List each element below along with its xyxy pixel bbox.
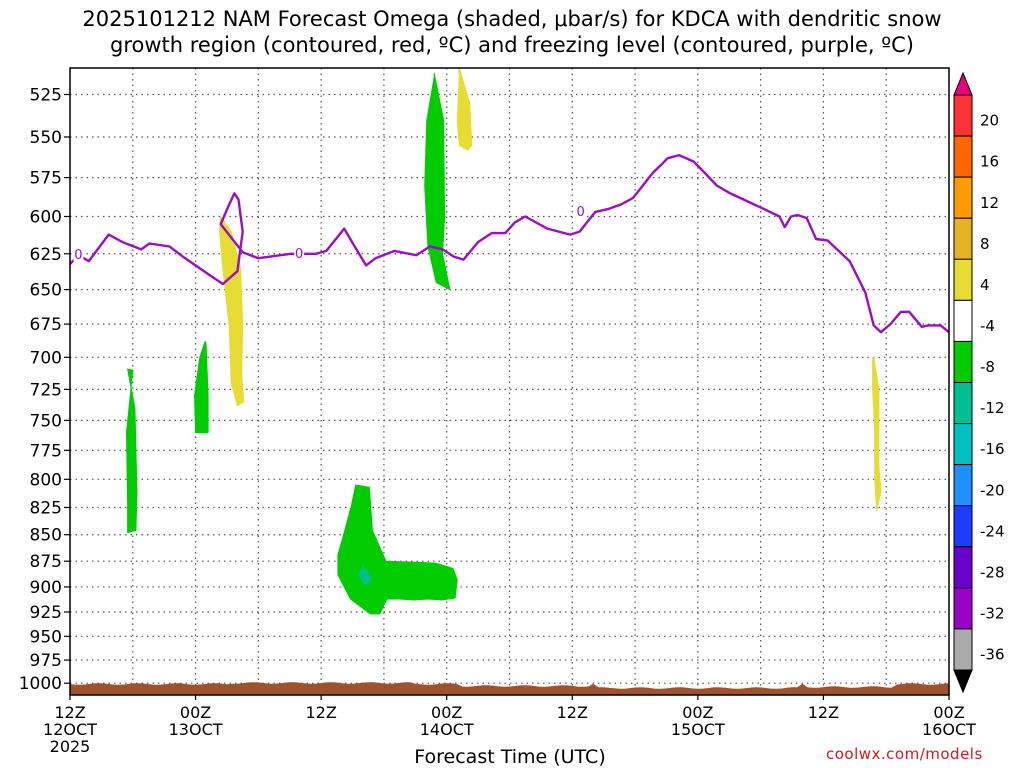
colorbar-label-2: 12 (980, 194, 999, 212)
y-tick-label-900: 900 (30, 578, 62, 598)
colorbar-label-0: 20 (980, 112, 999, 130)
x-tick-label-24-0: 12Z (305, 703, 336, 722)
colorbar-label-4: 4 (980, 276, 990, 294)
y-tick-label-675: 675 (30, 315, 62, 335)
colorbar-swatch-3 (953, 217, 973, 260)
freezing-label-bg-0 (73, 247, 84, 262)
chart-title: 2025101212 NAM Forecast Omega (shaded, μ… (0, 6, 1024, 58)
y-tick-label-775: 775 (30, 441, 62, 461)
colorbar-swatch-12 (953, 587, 973, 630)
plot-frame (69, 67, 950, 696)
x-tick-label-0-2: 2025 (50, 737, 91, 756)
colorbar-label-5: -4 (980, 317, 995, 335)
colorbar-swatch-9 (953, 464, 973, 507)
omega-region-4 (358, 565, 372, 586)
colorbar-label-1: 16 (980, 153, 999, 171)
x-tick-label-12-1: 13OCT (169, 720, 223, 739)
freezing-level-line (70, 153, 949, 334)
x-tick-label-48-0: 12Z (557, 703, 588, 722)
x-tick-label-84-1: 16OCT (922, 720, 976, 739)
freezing-label-bg-2 (575, 203, 586, 218)
y-tick-label-625: 625 (30, 245, 62, 265)
title-line-2: growth region (contoured, red, ºC) and f… (110, 33, 914, 57)
colorbar-swatch-11 (953, 546, 973, 589)
y-tick-label-925: 925 (30, 603, 62, 623)
colorbar-label-13: -36 (980, 646, 1005, 664)
x-tick-label-36-0: 00Z (431, 703, 462, 722)
x-tick-label-84-0: 00Z (933, 703, 964, 722)
credit-text: coolwx.com/models (826, 745, 983, 763)
y-tick-label-975: 975 (30, 651, 62, 671)
colorbar-swatch-10 (953, 505, 973, 548)
colorbar-label-8: -16 (980, 440, 1005, 458)
colorbar-swatch-8 (953, 423, 973, 466)
omega-region-0 (126, 368, 138, 534)
colorbar-label-10: -24 (980, 522, 1005, 540)
freezing-label-bg-1 (294, 245, 305, 260)
y-tick-label-750: 750 (30, 411, 62, 431)
y-tick-label-725: 725 (30, 380, 62, 400)
x-tick-label-36-1: 14OCT (420, 720, 474, 739)
surface-terrain (70, 682, 949, 695)
omega-region-7 (872, 356, 882, 512)
x-tick-label-12-0: 00Z (180, 703, 211, 722)
colorbar-swatch-2 (953, 176, 973, 219)
colorbar-top-arrow (953, 71, 973, 96)
colorbar-swatch-13 (953, 628, 973, 671)
title-line-1: 2025101212 NAM Forecast Omega (shaded, μ… (82, 7, 942, 31)
omega-region-6 (456, 68, 473, 151)
colorbar-swatch-6 (953, 340, 973, 383)
colorbar-swatch-4 (953, 258, 973, 301)
y-tick-label-800: 800 (30, 470, 62, 490)
colorbar-swatch-7 (953, 382, 973, 425)
colorbar-swatch-0 (953, 94, 973, 137)
y-tick-label-575: 575 (30, 169, 62, 189)
omega-region-1 (194, 341, 209, 433)
x-axis-label: Forecast Time (UTC) (414, 746, 606, 768)
colorbar-swatch-5 (953, 299, 973, 342)
x-tick-label-0-0: 12Z (54, 703, 85, 722)
colorbar-label-6: -8 (980, 358, 995, 376)
y-tick-label-1000: 1000 (19, 674, 62, 694)
y-tick-label-950: 950 (30, 627, 62, 647)
colorbar-label-9: -20 (980, 481, 1005, 499)
y-tick-label-525: 525 (30, 85, 62, 105)
y-tick-label-650: 650 (30, 281, 62, 301)
y-tick-label-875: 875 (30, 552, 62, 572)
colorbar-bottom-arrow (953, 669, 973, 694)
omega-region-2 (424, 72, 451, 291)
colorbar-label-7: -12 (980, 399, 1005, 417)
freezing-level-label-2: 0 (577, 205, 585, 220)
colorbar-label-3: 8 (980, 235, 990, 253)
x-tick-label-60-0: 00Z (682, 703, 713, 722)
y-tick-label-700: 700 (30, 348, 62, 368)
freezing-level-label-1: 0 (295, 247, 303, 262)
y-tick-label-850: 850 (30, 526, 62, 546)
x-tick-label-0-1: 12OCT (43, 720, 97, 739)
freezing-level-label-0: 0 (74, 248, 82, 263)
colorbar-label-11: -28 (980, 563, 1005, 581)
x-tick-label-72-0: 12Z (808, 703, 839, 722)
x-tick-label-60-1: 15OCT (671, 720, 725, 739)
y-tick-label-600: 600 (30, 207, 62, 227)
y-tick-label-825: 825 (30, 498, 62, 518)
y-tick-label-550: 550 (30, 128, 62, 148)
colorbar-swatch-1 (953, 135, 973, 178)
colorbar-label-12: -32 (980, 605, 1005, 623)
